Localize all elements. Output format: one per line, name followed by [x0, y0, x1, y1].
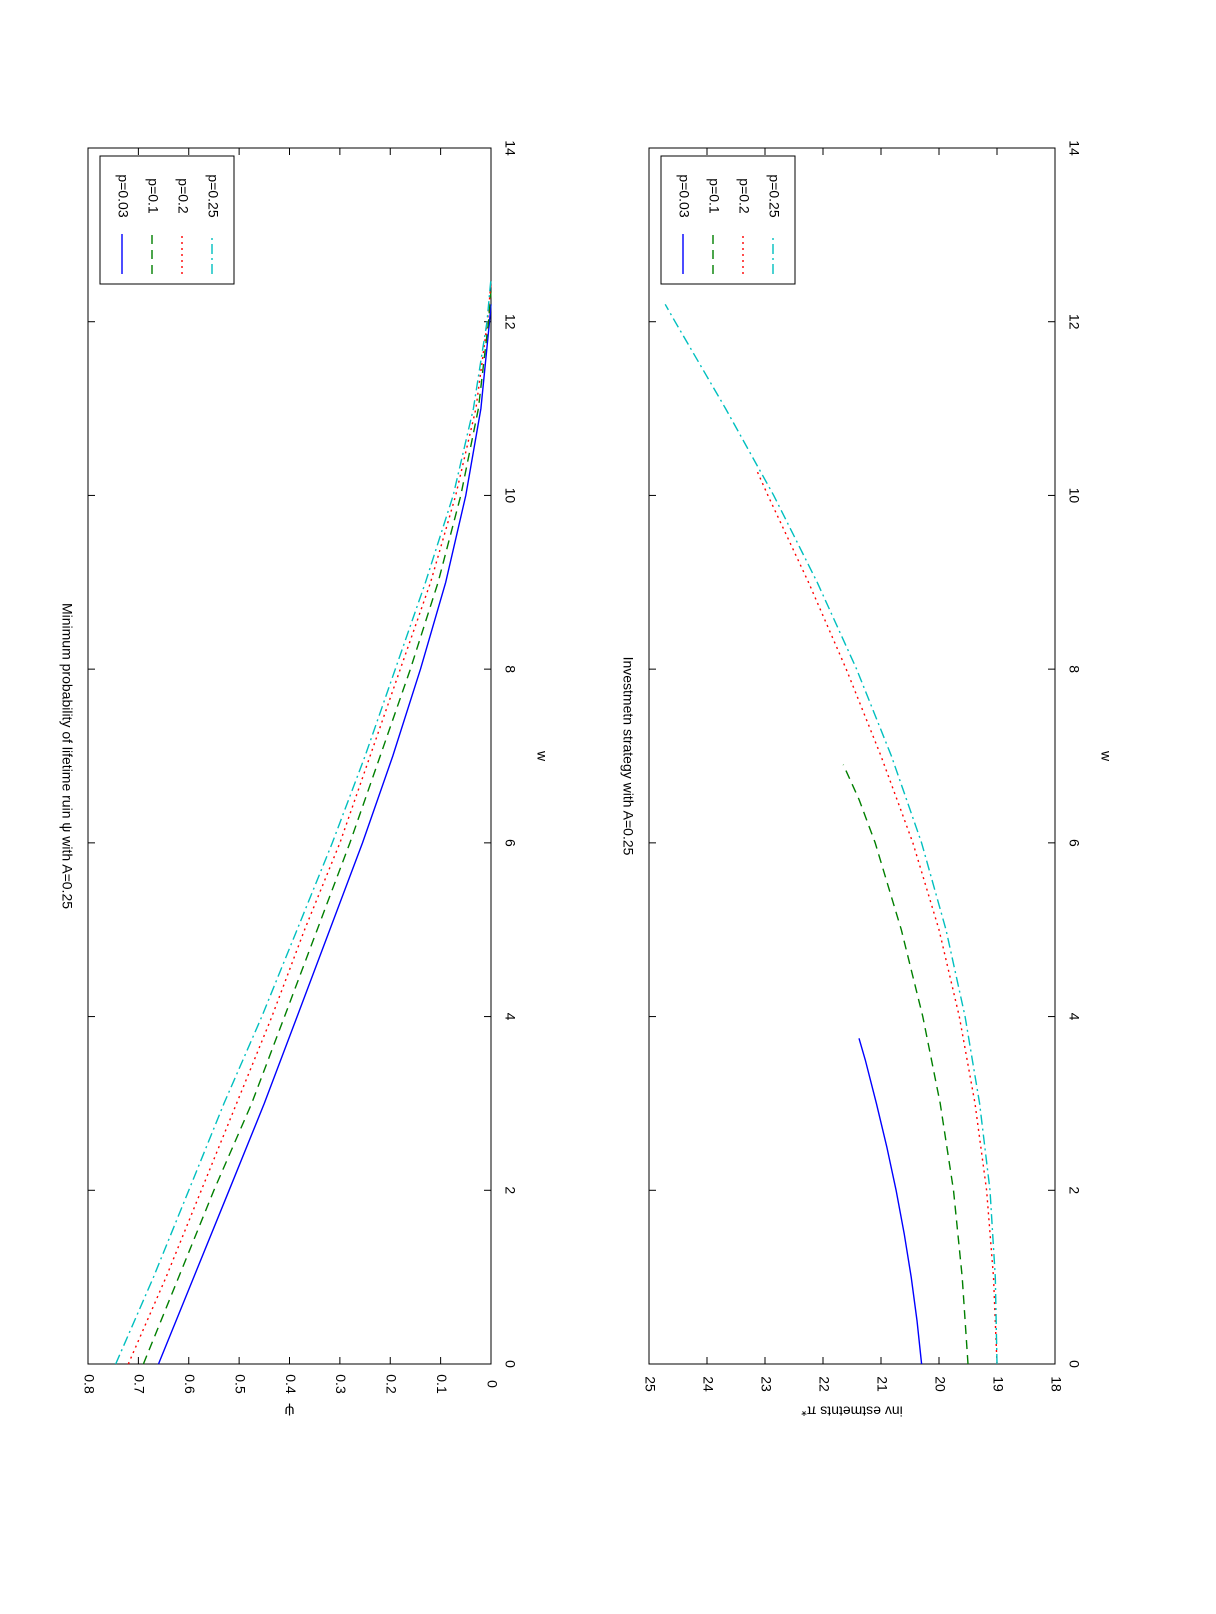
- series-line-p=0.03: [157, 304, 492, 1365]
- y-tick-label: 24: [700, 1376, 716, 1392]
- x-tick-label: 4: [1066, 1013, 1082, 1021]
- chart-top: 0 2 4 6 8 10 12 14 0 0.1 0.2 0.3 0.4 0.5 0.6 0.7 0.8 Mini…: [59, 140, 550, 1419]
- legend-label: p=0.25: [205, 174, 221, 217]
- y-tick-label: 0.2: [384, 1374, 400, 1394]
- x-tick-label: 0: [1066, 1360, 1082, 1368]
- x-tick-label: 14: [1066, 140, 1082, 156]
- series-line-p=0.25: [115, 278, 492, 1365]
- y-tick-label: 21: [874, 1376, 890, 1392]
- legend-label: p=0.03: [115, 174, 131, 217]
- chart-title: Investmetn strategy with A=0.25: [620, 657, 636, 856]
- y-axis-label: ψ: [284, 1403, 294, 1419]
- series-line-p=0.2: [127, 282, 492, 1365]
- x-tick-label: 8: [1066, 665, 1082, 673]
- x-tick-label: 10: [502, 488, 518, 504]
- y-tick-label: 18: [1048, 1376, 1064, 1392]
- x-tick-label: 12: [502, 314, 518, 330]
- x-tick-label: 2: [1066, 1186, 1082, 1194]
- legend-label: p=0.03: [676, 174, 692, 217]
- y-tick-label: 20: [932, 1376, 948, 1392]
- x-tick-label: 0: [502, 1360, 518, 1368]
- y-tick-label: 0.4: [283, 1374, 299, 1394]
- y-tick-label: 0.7: [132, 1374, 148, 1394]
- y-tick-label: 0: [484, 1380, 500, 1388]
- series-line-p=0.1: [142, 291, 492, 1365]
- legend-label: p=0.2: [175, 178, 191, 214]
- x-tick-label: 2: [502, 1186, 518, 1194]
- y-tick-label: 0.3: [333, 1374, 349, 1394]
- y-tick-label: 0.1: [434, 1374, 450, 1394]
- x-tick-label: 6: [1066, 839, 1082, 847]
- legend-label: p=0.25: [766, 174, 782, 217]
- y-tick-label: 0.6: [182, 1374, 198, 1394]
- x-axis-label: w: [1098, 750, 1114, 762]
- x-tick-label: 14: [502, 140, 518, 156]
- y-tick-label: 19: [990, 1376, 1006, 1392]
- y-tick-label: 23: [758, 1376, 774, 1392]
- legend-label: p=0.1: [145, 178, 161, 214]
- x-axis-label: w: [534, 750, 550, 762]
- chart-title: Minimum probability of lifetime ruin ψ w…: [59, 603, 75, 909]
- y-tick-label: 25: [642, 1376, 658, 1392]
- x-tick-label: 8: [502, 665, 518, 673]
- x-tick-label: 4: [502, 1013, 518, 1021]
- rotated-figure: 0246810121400.10.20.30.40.50.60.70.8Mini…: [59, 140, 1114, 1419]
- legend-label: p=0.2: [736, 178, 752, 214]
- y-axis-label: inv estmetnts π*: [801, 1403, 903, 1419]
- x-tick-label: 10: [1066, 488, 1082, 504]
- legend-label: p=0.1: [706, 178, 722, 214]
- legend: p=0.03 p=0.1 p=0.2 p=0.25: [99, 155, 235, 285]
- series-line-p=0.1: [842, 764, 969, 1365]
- series-line-p=0.25: [664, 303, 998, 1365]
- x-tick-label: 6: [502, 839, 518, 847]
- y-tick-label: 22: [816, 1376, 832, 1392]
- x-tick-label: 12: [1066, 314, 1082, 330]
- y-tick-label: 0.8: [81, 1374, 97, 1394]
- legend: p=0.03 p=0.1 p=0.2 p=0.25: [660, 155, 796, 285]
- plot-frame: [648, 147, 1056, 1365]
- y-tick-label: 0.5: [232, 1374, 248, 1394]
- plot-frame: [87, 147, 492, 1365]
- series-line-p=0.03: [858, 1038, 923, 1365]
